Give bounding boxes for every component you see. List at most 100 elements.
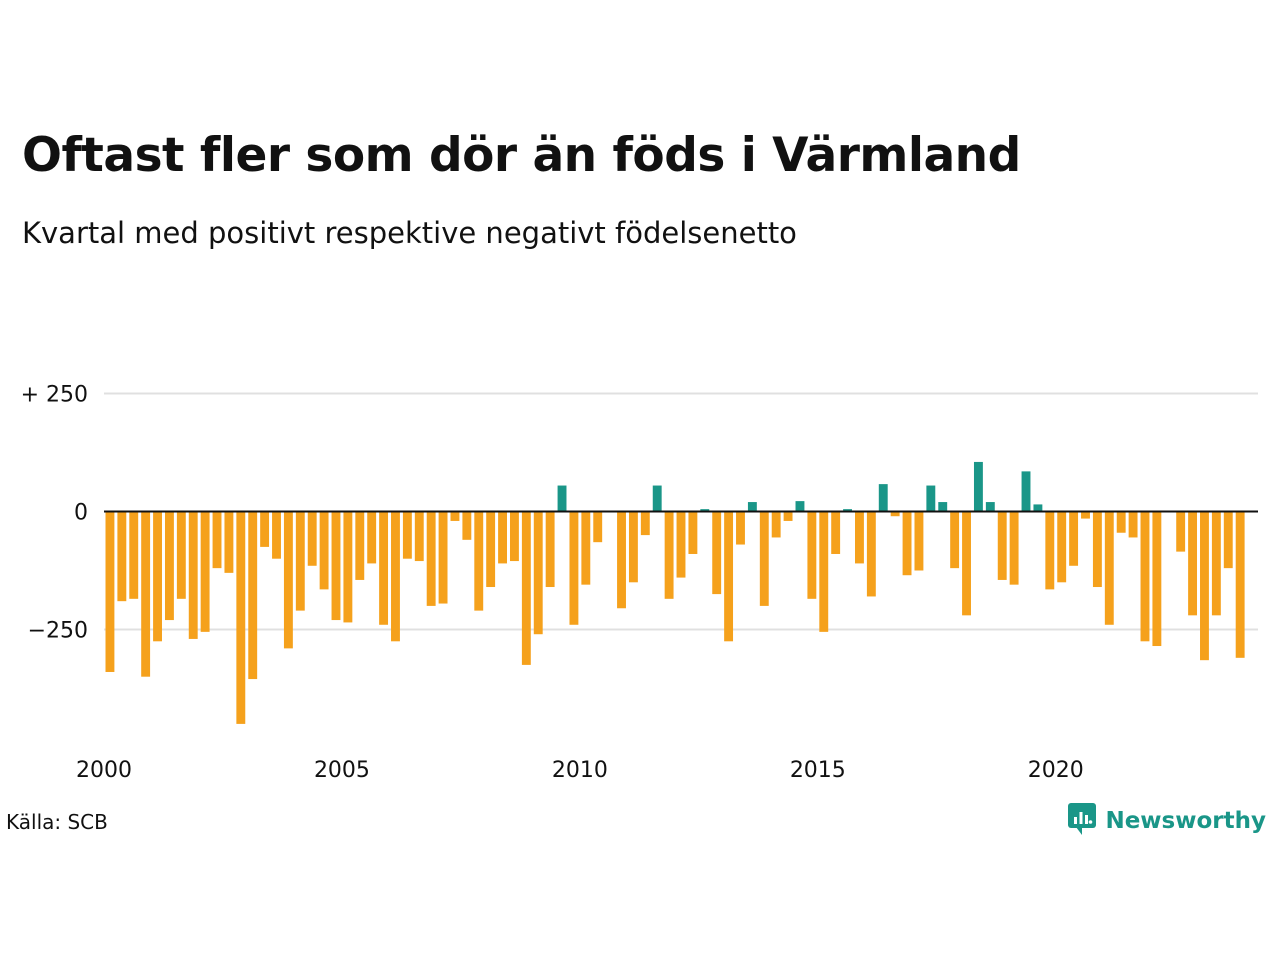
bar	[295, 511, 305, 611]
bar	[1057, 511, 1067, 583]
bar	[962, 511, 971, 616]
bar	[1069, 511, 1079, 566]
bar	[283, 511, 293, 649]
bar	[438, 511, 448, 604]
bar	[164, 511, 174, 621]
bar	[188, 511, 198, 639]
bar	[509, 511, 519, 562]
bar	[545, 511, 555, 588]
y-tick-label: + 250	[21, 383, 88, 408]
logo-text: Newsworthy	[1105, 808, 1266, 834]
x-tick-label: 2010	[552, 758, 608, 783]
bar	[652, 485, 662, 512]
bar	[355, 511, 365, 580]
bar	[450, 511, 460, 521]
bar	[843, 509, 853, 512]
bar	[557, 485, 567, 512]
bar	[498, 511, 507, 564]
bar	[272, 511, 281, 559]
bar	[1092, 511, 1102, 588]
bar	[307, 511, 317, 566]
bar	[747, 502, 757, 512]
x-tick-label: 2005	[314, 758, 370, 783]
bar	[153, 511, 162, 642]
bar	[985, 502, 995, 512]
bar	[902, 511, 912, 576]
bar	[1140, 511, 1150, 642]
bar	[736, 511, 745, 545]
bar	[200, 511, 210, 632]
bar	[176, 511, 186, 599]
bar	[973, 461, 983, 512]
bars	[105, 461, 1245, 724]
bar	[759, 511, 769, 606]
grid-lines	[104, 392, 1258, 631]
bar	[795, 501, 805, 512]
newsworthy-chart-bubble-icon	[1067, 802, 1097, 840]
bar	[807, 511, 817, 599]
bar	[676, 511, 686, 578]
bar	[462, 511, 472, 540]
bar	[997, 511, 1007, 580]
bar	[391, 511, 400, 642]
newsworthy-logo: Newsworthy	[1067, 802, 1266, 840]
bar	[950, 511, 960, 569]
y-tick-label: 0	[74, 501, 88, 526]
bar	[724, 511, 734, 642]
bar	[581, 511, 591, 585]
bar	[521, 511, 531, 665]
source-note: Källa: SCB	[6, 810, 108, 834]
bar	[688, 511, 698, 554]
bar	[426, 511, 436, 606]
bar	[260, 511, 270, 547]
bar	[1009, 511, 1019, 585]
x-tick-label: 2000	[76, 758, 132, 783]
bar	[248, 511, 258, 680]
bar	[105, 511, 115, 672]
bar	[1235, 511, 1245, 658]
bar	[343, 511, 353, 623]
bar	[331, 511, 341, 621]
bar	[236, 511, 246, 724]
bar	[402, 511, 412, 559]
bar	[628, 511, 638, 583]
bar	[569, 511, 579, 625]
bar	[1128, 511, 1138, 538]
bar	[1116, 511, 1126, 533]
bar	[855, 511, 864, 564]
bar	[1200, 511, 1209, 661]
bar	[1176, 511, 1186, 552]
bar	[866, 511, 876, 597]
bar	[319, 511, 329, 590]
bar	[1081, 511, 1090, 519]
bar	[141, 511, 151, 677]
chart-subtitle: Kvartal med positivt respektive negativt…	[22, 216, 797, 250]
bar	[938, 502, 948, 512]
bar	[379, 511, 389, 625]
bar	[700, 509, 710, 512]
bar	[617, 511, 626, 609]
bar	[1021, 471, 1031, 512]
x-tick-labels: 2000 2005 2010 2015 2020	[76, 758, 1084, 783]
bar	[1033, 504, 1043, 512]
bar	[474, 511, 484, 611]
bar	[914, 511, 924, 571]
bar	[640, 511, 650, 536]
x-tick-label: 2020	[1028, 758, 1084, 783]
bar	[1211, 511, 1221, 616]
bar	[1223, 511, 1233, 569]
bar	[890, 511, 900, 517]
bar	[129, 511, 139, 599]
bar	[783, 511, 793, 521]
bar	[533, 511, 543, 635]
bar	[486, 511, 496, 588]
y-tick-labels: + 250 0 −250	[21, 383, 88, 644]
bar	[771, 511, 781, 538]
bar	[117, 511, 127, 602]
bar	[712, 511, 722, 595]
y-tick-label: −250	[28, 619, 88, 644]
bar	[664, 511, 674, 599]
bar	[926, 485, 936, 512]
bar	[819, 511, 829, 632]
